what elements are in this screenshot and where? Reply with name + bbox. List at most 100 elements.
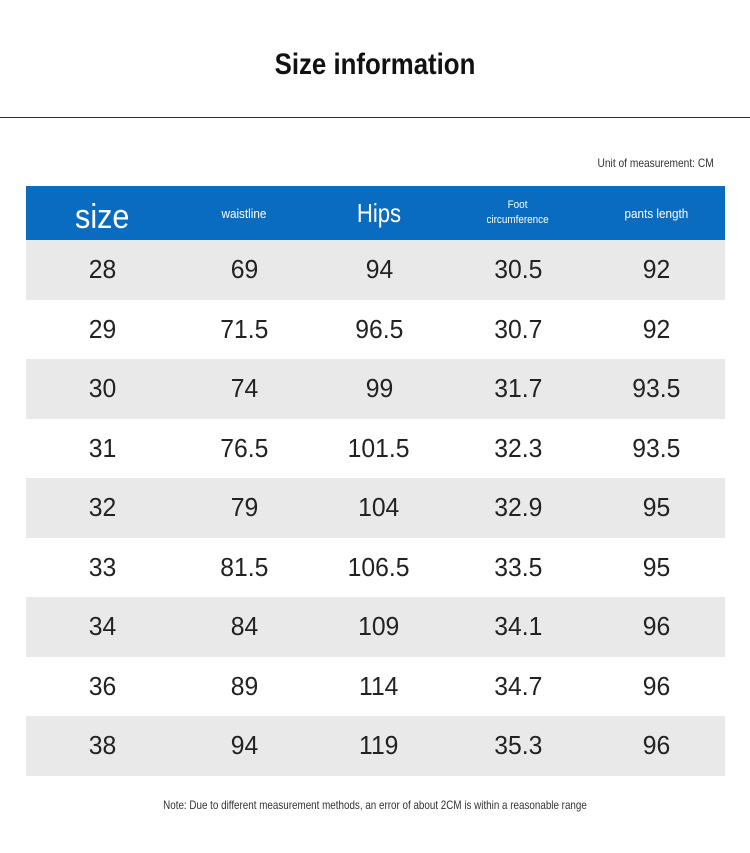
header-foot-line1: Foot [508,199,528,211]
cell-value: 34.1 [493,611,543,642]
header-size: size [26,190,178,237]
cell-value: 93.5 [632,432,681,463]
cell-value: 104 [358,492,400,523]
cell-foot-circumference: 33.5 [448,552,588,583]
table-row: 28 69 94 30.5 92 [26,240,725,300]
cell-hips: 106.5 [310,552,448,583]
footnote: Note: Due to different measurement metho… [163,798,587,812]
cell-value: 119 [359,730,399,761]
cell-value: 33.5 [493,551,543,582]
cell-value: 114 [359,670,399,701]
cell-size: 34 [26,611,178,642]
header-waistline: waistline [178,206,310,221]
cell-size: 33 [26,552,178,583]
cell-foot-circumference: 34.1 [448,611,588,642]
cell-hips: 114 [310,671,448,702]
cell-value: 30.7 [493,313,543,344]
cell-pants-length: 96 [588,730,725,761]
cell-value: 95 [642,551,671,582]
cell-hips: 99 [310,373,448,404]
cell-value: 74 [230,373,258,404]
table-row: 32 79 104 32.9 95 [26,478,725,538]
cell-value: 30 [88,373,116,404]
cell-waistline: 69 [178,254,310,285]
cell-value: 96 [642,730,671,761]
cell-value: 29 [88,313,116,344]
cell-value: 92 [642,313,671,344]
table-row: 34 84 109 34.1 96 [26,597,725,657]
cell-value: 34 [88,611,116,642]
cell-size: 32 [26,492,178,523]
cell-foot-circumference: 30.7 [448,314,588,345]
cell-waistline: 81.5 [178,552,310,583]
cell-size: 38 [26,730,178,761]
cell-value: 99 [365,373,393,404]
table-row: 38 94 119 35.3 96 [26,716,725,776]
cell-value: 95 [642,492,671,523]
cell-value: 69 [230,254,258,285]
header-foot-line2: circumference [486,214,550,226]
cell-size: 31 [26,433,178,464]
cell-foot-circumference: 32.9 [448,492,588,523]
cell-value: 35.3 [493,730,543,761]
table-row: 29 71.5 96.5 30.7 92 [26,300,725,360]
cell-size: 36 [26,671,178,702]
header-foot-circumference: Foot circumference [448,198,588,228]
cell-foot-circumference: 35.3 [448,730,588,761]
cell-value: 31 [88,432,116,463]
cell-pants-length: 92 [588,254,725,285]
cell-value: 32.9 [493,492,543,523]
size-table: size waistline Hips Foot circumference p… [26,186,725,776]
header-pants-length-label: pants length [624,205,689,221]
cell-value: 96 [642,670,671,701]
cell-waistline: 79 [178,492,310,523]
cell-waistline: 89 [178,671,310,702]
header-pants-length: pants length [588,206,725,221]
cell-value: 32.3 [493,432,543,463]
header-size-label: size [74,197,130,236]
cell-pants-length: 95 [588,492,725,523]
table-header-row: size waistline Hips Foot circumference p… [26,186,725,240]
cell-hips: 94 [310,254,448,285]
cell-foot-circumference: 30.5 [448,254,588,285]
unit-note: Unit of measurement: CM [597,156,714,170]
cell-value: 106.5 [348,551,410,582]
cell-pants-length: 93.5 [588,373,725,404]
cell-pants-length: 93.5 [588,433,725,464]
cell-value: 36 [88,670,116,701]
cell-waistline: 74 [178,373,310,404]
cell-value: 31.7 [493,373,543,404]
page-title: Size information [274,48,476,81]
cell-value: 89 [230,670,258,701]
cell-value: 34.7 [493,670,543,701]
cell-pants-length: 96 [588,671,725,702]
cell-value: 38 [88,730,116,761]
header-foot-label: Foot circumference [487,198,549,228]
cell-size: 29 [26,314,178,345]
cell-size: 28 [26,254,178,285]
cell-foot-circumference: 32.3 [448,433,588,464]
cell-waistline: 76.5 [178,433,310,464]
table-row: 33 81.5 106.5 33.5 95 [26,538,725,598]
title-divider [0,117,750,118]
cell-hips: 104 [310,492,448,523]
cell-value: 96.5 [354,313,404,344]
cell-value: 76.5 [219,432,269,463]
cell-value: 93.5 [632,373,681,404]
cell-size: 30 [26,373,178,404]
cell-pants-length: 95 [588,552,725,583]
header-waistline-label: waistline [221,205,267,221]
cell-waistline: 84 [178,611,310,642]
table-row: 31 76.5 101.5 32.3 93.5 [26,419,725,479]
cell-foot-circumference: 31.7 [448,373,588,404]
cell-value: 84 [230,611,258,642]
table-body: 28 69 94 30.5 92 29 71.5 96.5 30.7 92 30 74 99 31.7 93… [26,240,725,776]
cell-value: 94 [365,254,393,285]
cell-value: 32 [88,492,116,523]
cell-waistline: 94 [178,730,310,761]
cell-foot-circumference: 34.7 [448,671,588,702]
cell-value: 79 [230,492,258,523]
cell-value: 28 [88,254,116,285]
table-row: 30 74 99 31.7 93.5 [26,359,725,419]
cell-pants-length: 92 [588,314,725,345]
